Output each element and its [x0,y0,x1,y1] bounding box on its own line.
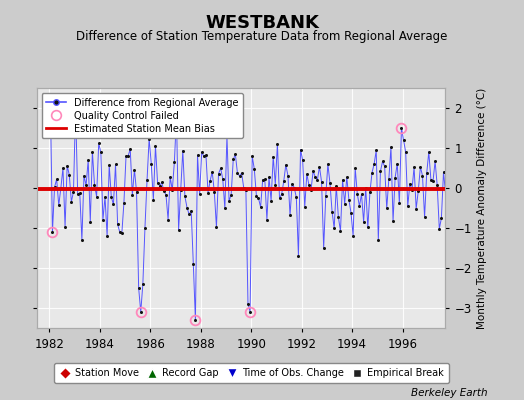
Text: Difference of Station Temperature Data from Regional Average: Difference of Station Temperature Data f… [77,30,447,43]
Text: 1994: 1994 [337,338,367,351]
Text: 1990: 1990 [236,338,266,351]
Text: 1986: 1986 [135,338,165,351]
Text: 1996: 1996 [388,338,418,351]
Legend: Station Move, Record Gap, Time of Obs. Change, Empirical Break: Station Move, Record Gap, Time of Obs. C… [54,364,449,383]
Text: 1982: 1982 [35,338,64,351]
Text: 1988: 1988 [186,338,215,351]
Y-axis label: Monthly Temperature Anomaly Difference (°C): Monthly Temperature Anomaly Difference (… [477,87,487,329]
Legend: Difference from Regional Average, Quality Control Failed, Estimated Station Mean: Difference from Regional Average, Qualit… [41,93,243,138]
Text: 1992: 1992 [287,338,316,351]
Text: Berkeley Earth: Berkeley Earth [411,388,487,398]
Text: 1984: 1984 [85,338,115,351]
Text: WESTBANK: WESTBANK [205,14,319,32]
